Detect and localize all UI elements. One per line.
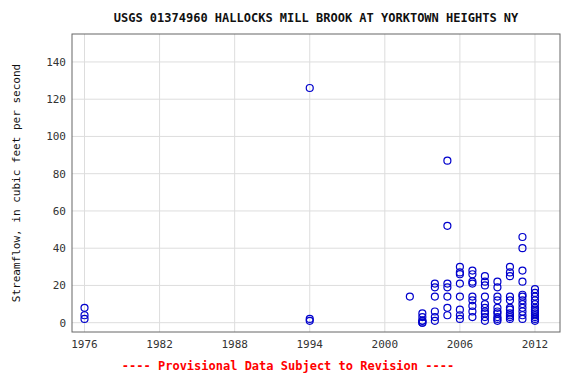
y-tick-label: 140 (46, 56, 66, 69)
point (431, 317, 438, 324)
y-tick-label: 40 (53, 242, 66, 255)
grid-line (309, 34, 310, 332)
plot-background (72, 34, 560, 332)
point (444, 304, 451, 311)
point (469, 314, 476, 321)
point (81, 315, 88, 322)
point (456, 280, 463, 287)
point (494, 297, 501, 304)
point (456, 315, 463, 322)
point (306, 317, 313, 324)
y-tick-label: 0 (59, 317, 66, 330)
grid-line (234, 34, 235, 332)
y-tick-label: 60 (53, 205, 66, 218)
x-tick-label: 1988 (221, 338, 248, 351)
point (444, 222, 451, 229)
point (506, 315, 513, 322)
point (444, 284, 451, 291)
tick-labels: 1976 1982 1988 1994 2000 2006 2012 0 20 40 60 80 100… (46, 56, 548, 351)
point (481, 293, 488, 300)
point (519, 278, 526, 285)
x-tick-label: 2006 (447, 338, 474, 351)
point (406, 293, 413, 300)
x-tick-label: 1982 (146, 338, 173, 351)
y-tick-label: 120 (46, 93, 66, 106)
grid (72, 34, 560, 332)
point (494, 317, 501, 324)
grid-line (159, 34, 160, 332)
point (519, 234, 526, 241)
x-tick-label: 1994 (296, 338, 323, 351)
grid-line (534, 34, 535, 332)
grid-line (84, 34, 85, 332)
y-axis-label: Streamflow, in cubic feet per second (10, 64, 23, 302)
point (444, 157, 451, 164)
point (419, 319, 426, 326)
point (469, 271, 476, 278)
point (306, 85, 313, 92)
footer: ---- Provisional Data Subject to Revisio… (122, 359, 454, 373)
point (444, 293, 451, 300)
grid-line (72, 210, 560, 211)
point (456, 271, 463, 278)
y-tick-label: 20 (53, 279, 66, 292)
x-tick-label: 2012 (522, 338, 549, 351)
point (81, 304, 88, 311)
point (519, 315, 526, 322)
point (456, 293, 463, 300)
point (469, 280, 476, 287)
grid-line (72, 248, 560, 249)
title: USGS 01374960 HALLOCKS MILL BROOK AT YOR… (114, 11, 519, 25)
point (431, 293, 438, 300)
grid-line (72, 136, 560, 137)
point (444, 312, 451, 319)
point (506, 297, 513, 304)
point (431, 284, 438, 291)
chart: 1976 1982 1988 1994 2000 2006 2012 0 20 40 60 80 100… (0, 0, 576, 384)
y-tick-label: 100 (46, 130, 66, 143)
points (81, 85, 538, 327)
point (519, 267, 526, 274)
grid-line (384, 34, 385, 332)
x-tick-label: 1976 (71, 338, 98, 351)
point (481, 282, 488, 289)
plot-frame (72, 34, 560, 332)
point (531, 317, 538, 324)
y-tick-label: 80 (53, 168, 66, 181)
grid-line (72, 99, 560, 100)
grid-line (72, 61, 560, 62)
point (481, 317, 488, 324)
point (419, 319, 426, 326)
x-tick-label: 2000 (372, 338, 399, 351)
point (506, 273, 513, 280)
point (494, 284, 501, 291)
point (519, 245, 526, 252)
grid-line (72, 173, 560, 174)
